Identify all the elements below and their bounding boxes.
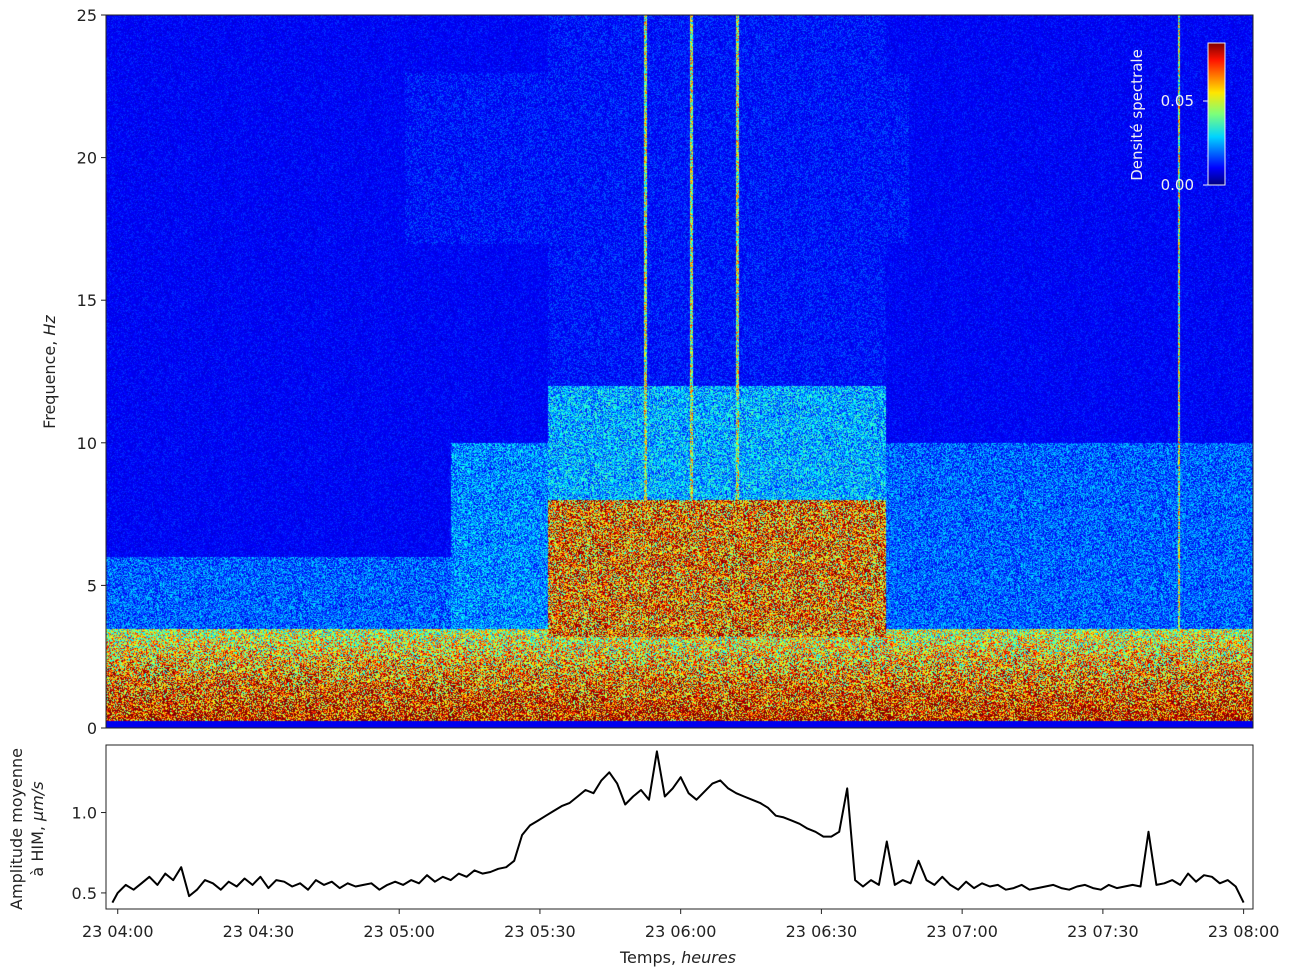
amplitude-x-tick-label: 23 05:30 (504, 922, 576, 941)
amplitude-x-tick-label: 23 04:00 (82, 922, 154, 941)
spectrogram-y-tick-label: 5 (87, 576, 97, 595)
amplitude-y-tick-label: 0.5 (72, 884, 97, 903)
amplitude-y-label-line1: Amplitude moyenne (7, 748, 26, 910)
amplitude-y-axis: 0.5 1.0 (72, 804, 106, 903)
colorbar-tick-label-0: 0.00 (1161, 176, 1194, 194)
amplitude-plot-frame (105, 744, 1254, 910)
spectrogram-y-tick-label: 25 (77, 6, 97, 25)
spectrogram-y-tick-label: 15 (77, 291, 97, 310)
spectrogram-y-axis: 0 5 10 15 20 25 (77, 6, 106, 738)
spectrogram-y-tick-label: 0 (87, 719, 97, 738)
amplitude-y-label-line2: à HIM, μm/s (28, 781, 47, 876)
amplitude-x-tick-label: 23 04:30 (223, 922, 295, 941)
colorbar-tick-label-1: 0.05 (1161, 92, 1194, 110)
amplitude-x-tick-label: 23 08:00 (1208, 922, 1280, 941)
amplitude-series-line (111, 750, 1245, 904)
spectrogram-image (106, 15, 1253, 728)
spectrogram-y-tick-label: 20 (77, 149, 97, 168)
amplitude-y-tick-label: 1.0 (72, 804, 97, 823)
spectrogram-y-label: Frequence, Hz (40, 315, 59, 429)
colorbar-label: Densité spectrale (1128, 49, 1146, 181)
amplitude-x-tick-label: 23 07:00 (926, 922, 998, 941)
amplitude-x-axis: 23 04:00 23 04:30 23 05:00 23 05:30 23 06:00… (82, 909, 1279, 941)
amplitude-x-tick-label: 23 06:30 (786, 922, 858, 941)
colorbar (1207, 42, 1226, 186)
amplitude-x-tick-label: 23 07:30 (1067, 922, 1139, 941)
amplitude-x-label: Temps, heures (619, 948, 736, 967)
spectrogram-frame (105, 14, 1254, 729)
amplitude-x-tick-label: 23 06:00 (645, 922, 717, 941)
amplitude-x-tick-label: 23 05:00 (363, 922, 435, 941)
spectrogram-y-tick-label: 10 (77, 434, 97, 453)
